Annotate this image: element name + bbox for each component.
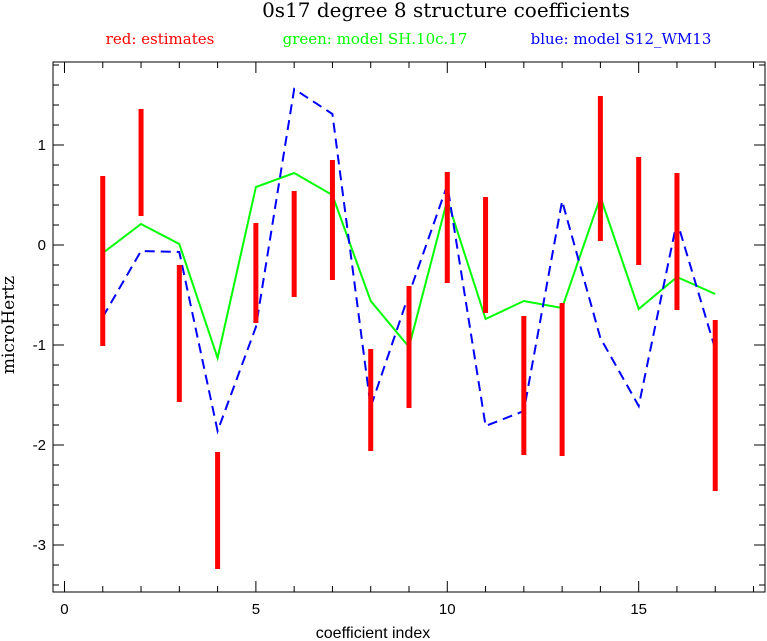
axis-ticks: 0 5 10 15 -3 -2 -1 0 1	[33, 62, 765, 618]
y-tick-label: 1	[38, 137, 46, 154]
legend-green-model: green: model SH.10c.17	[283, 30, 468, 48]
y-tick-label: -2	[33, 437, 46, 454]
legend-estimates: red: estimates	[106, 30, 215, 48]
x-axis-label: coefficient index	[316, 625, 430, 641]
plot-area	[100, 87, 718, 569]
x-tick-label: 10	[439, 601, 456, 618]
y-tick-label: 0	[38, 237, 46, 254]
x-tick-label: 15	[630, 601, 647, 618]
chart-title: 0s17 degree 8 structure coefficients	[262, 0, 630, 22]
y-axis-label: microHertz	[0, 276, 19, 374]
x-tick-label: 5	[252, 601, 260, 618]
y-tick-label: -1	[33, 337, 46, 354]
legend-blue-model: blue: model S12_WM13	[531, 30, 712, 48]
y-tick-label: -3	[33, 537, 46, 554]
x-tick-label: 0	[60, 601, 68, 618]
